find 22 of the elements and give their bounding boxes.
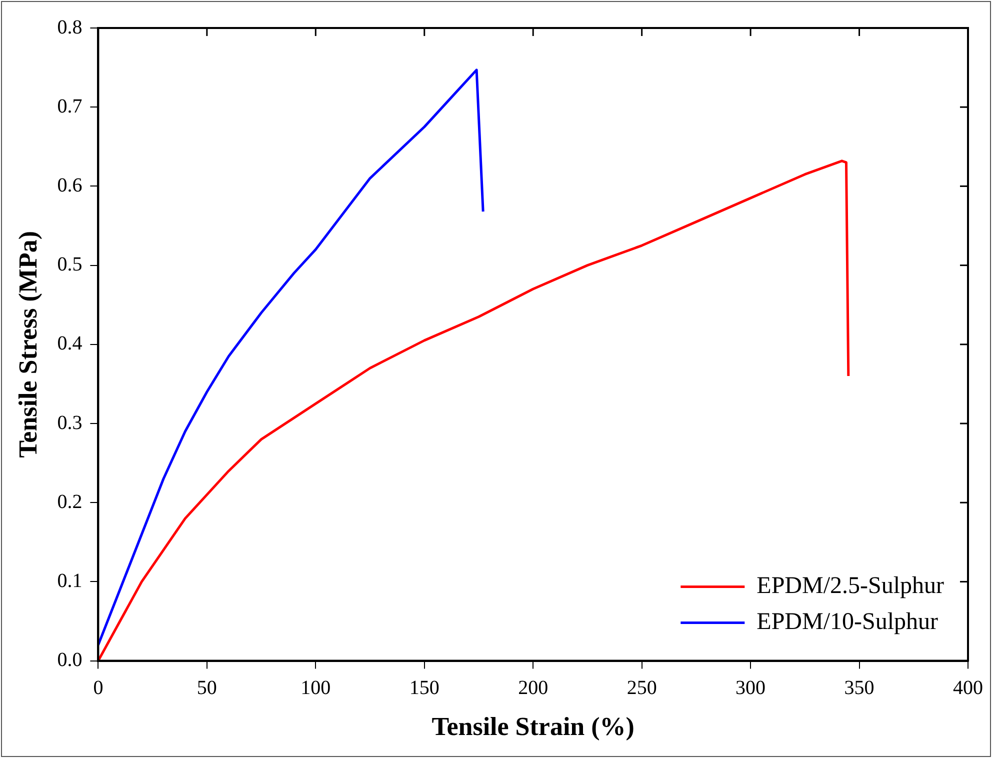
y-tick-label: 0.7: [57, 95, 82, 118]
x-tick-label: 150: [409, 677, 440, 700]
x-tick-label: 300: [736, 677, 766, 700]
y-tick-label: 0.3: [57, 412, 82, 434]
x-tick-label: 200: [518, 677, 548, 700]
y-axis-title: Tensile Stress (MPa): [13, 231, 42, 458]
y-tick-label: 0.1: [57, 570, 82, 592]
y-tick-label: 0.8: [57, 16, 82, 38]
y-tick-label: 0.2: [57, 490, 82, 513]
x-axis-title: Tensile Strain (%): [432, 712, 634, 742]
legend-label: EPDM/10-Sulphur: [756, 609, 938, 636]
y-tick-label: 0.6: [57, 174, 82, 196]
x-tick-label: 400: [953, 677, 983, 700]
x-tick-label: 50: [196, 677, 217, 700]
x-tick-label: 350: [844, 677, 874, 700]
y-tick-label: 0.0: [57, 649, 82, 672]
x-tick-label: 100: [300, 677, 331, 700]
y-tick-label: 0.5: [57, 254, 82, 276]
x-tick-label: 0: [93, 677, 104, 700]
y-tick-label: 0.4: [57, 332, 82, 355]
x-tick-label: 250: [626, 677, 657, 700]
legend-label: EPDM/2.5-Sulphur: [756, 573, 944, 600]
